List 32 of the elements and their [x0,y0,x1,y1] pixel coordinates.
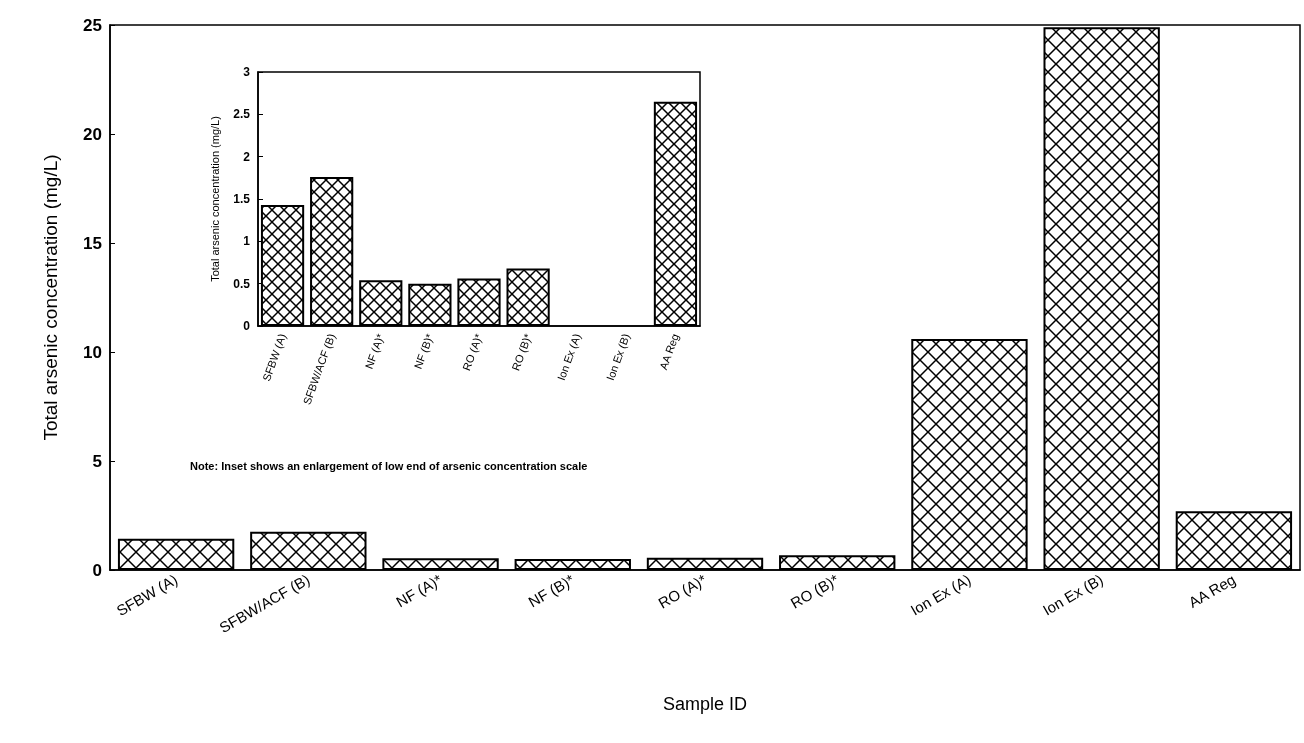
y-tick-label: 5 [92,451,102,471]
x-tick-label: SFBW (A) [259,331,289,383]
x-tick-label: RO (B)* [787,570,842,612]
x-tick-label: Ion Ex (A) [907,570,974,619]
x-tick-label: RO (B)* [509,331,534,373]
y-tick-label: 1 [243,234,251,249]
x-tick-label: NF (A)* [362,331,387,371]
y-tick-label: 20 [83,124,102,144]
y-tick-label: 2.5 [233,107,251,122]
y-tick-label: 15 [83,233,102,253]
y-tick-label: 10 [83,342,102,362]
y-tick-label: 2 [243,149,251,164]
x-tick-label: Ion Ex (B) [1039,570,1106,619]
y-axis-title: Total arsenic concentration (mg/L) [40,154,61,441]
x-tick-label: Ion Ex (B) [603,331,632,383]
y-tick-label: 1.5 [233,192,251,206]
x-tick-label: Ion Ex (A) [554,331,583,383]
y-axis-title: Total arsenic concentration (mg/L) [208,116,221,282]
x-tick-label: RO (A)* [460,331,485,373]
x-tick-label: NF (A)* [393,570,445,611]
x-tick-label: AA Reg [1185,570,1239,611]
x-tick-label: NF (B)* [411,331,436,371]
x-axis-title: Sample ID [662,694,748,714]
y-tick-label: 25 [83,15,102,35]
y-tick-label: 3 [243,65,251,79]
y-tick-label: 0 [92,560,102,580]
x-tick-label: AA Reg [657,331,682,372]
y-tick-label: 0.5 [233,276,251,291]
x-tick-label: RO (A)* [655,570,710,612]
x-tick-label: NF (B)* [525,570,578,611]
annotation: Note: Inset shows an enlargement of low end of arsenic concentration scale [190,460,588,472]
y-tick-label: 0 [243,319,251,333]
